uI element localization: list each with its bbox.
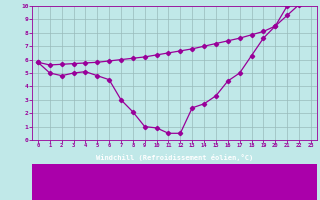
X-axis label: Windchill (Refroidissement éolien,°C): Windchill (Refroidissement éolien,°C) xyxy=(96,154,253,161)
